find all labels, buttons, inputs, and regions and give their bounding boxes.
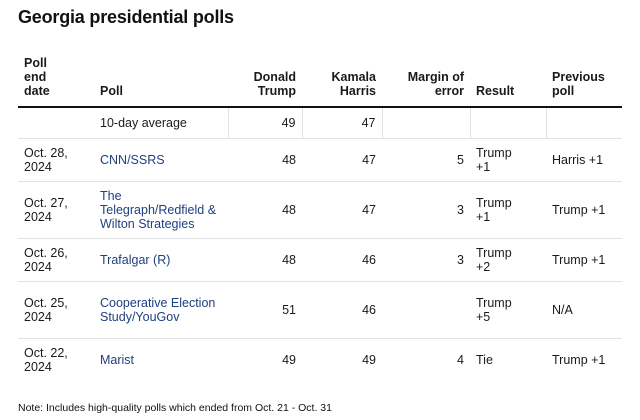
poll-link[interactable]: CNN/SSRS <box>94 138 228 182</box>
row-trump: 48 <box>228 238 302 282</box>
page-title: Georgia presidential polls <box>18 7 234 27</box>
header-result: Result <box>470 52 546 108</box>
average-margin <box>381 107 470 139</box>
row-harris: 49 <box>362 353 376 367</box>
header-poll: Poll <box>94 52 228 108</box>
row-previous: Trump +1 <box>546 238 622 282</box>
table-header-row: Poll end date Poll Donald Trump Kamala H… <box>18 52 622 108</box>
row-date: Oct. 27, 2024 <box>18 181 94 239</box>
row-trump: 48 <box>228 138 302 182</box>
row-margin: 3 <box>382 238 470 282</box>
table-row: Oct. 26, 2024 Trafalgar (R) 48 46 3 Trum… <box>18 238 622 282</box>
average-previous <box>545 107 622 139</box>
row-result: Trump +5 <box>470 281 546 339</box>
row-trump: 51 <box>228 281 302 339</box>
average-result <box>469 107 546 139</box>
row-result: Trump +1 <box>470 138 546 182</box>
row-harris: 46 <box>302 281 382 339</box>
row-margin: 4 <box>457 353 464 367</box>
header-previous-poll: Previous poll <box>546 52 622 108</box>
row-result: Trump +1 <box>470 181 546 239</box>
header-kamala-harris: Kamala Harris <box>302 52 382 108</box>
poll-link[interactable]: Cooperative Election Study/YouGov <box>94 281 228 339</box>
footnote: Note: Includes high-quality polls which … <box>18 402 332 414</box>
row-trump: 48 <box>228 181 302 239</box>
table-row: Oct. 22, 2024 Marist 49 49 4 Tie Trump +… <box>18 339 622 382</box>
table-row: Oct. 27, 2024 The Telegraph/Redfield & W… <box>18 181 622 239</box>
poll-link[interactable]: Trafalgar (R) <box>94 238 228 282</box>
header-poll-end-date: Poll end date <box>18 52 94 108</box>
row-margin <box>382 281 470 339</box>
row-result: Tie <box>476 353 493 367</box>
row-harris: 46 <box>302 238 382 282</box>
poll-link[interactable]: Marist <box>100 353 135 367</box>
row-harris: 47 <box>302 181 382 239</box>
row-margin: 5 <box>382 138 470 182</box>
row-margin: 3 <box>382 181 470 239</box>
average-trump: 49 <box>227 107 302 139</box>
average-label: 10-day average <box>94 107 228 139</box>
header-margin-of-error: Margin of error <box>382 52 470 108</box>
row-date: Oct. 25, 2024 <box>18 281 94 339</box>
table-row: Oct. 28, 2024 CNN/SSRS 48 47 5 Trump +1 … <box>18 138 622 182</box>
row-previous: N/A <box>546 281 622 339</box>
row-date: Oct. 26, 2024 <box>18 238 94 282</box>
average-date <box>18 107 94 139</box>
row-previous: Trump +1 <box>552 353 606 367</box>
row-trump: 49 <box>282 353 296 367</box>
table-row: Oct. 25, 2024 Cooperative Election Study… <box>18 281 622 339</box>
row-previous: Harris +1 <box>546 138 622 182</box>
row-previous: Trump +1 <box>546 181 622 239</box>
header-donald-trump: Donald Trump <box>228 52 302 108</box>
row-date: Oct. 22, 2024 <box>24 346 68 374</box>
average-harris: 47 <box>301 107 382 139</box>
average-row: 10-day average 49 47 <box>18 107 622 139</box>
row-date: Oct. 28, 2024 <box>18 138 94 182</box>
poll-link[interactable]: The Telegraph/Redfield & Wilton Strategi… <box>94 181 228 239</box>
row-result: Trump +2 <box>470 238 546 282</box>
row-harris: 47 <box>302 138 382 182</box>
polls-table: Poll end date Poll Donald Trump Kamala H… <box>18 52 622 381</box>
